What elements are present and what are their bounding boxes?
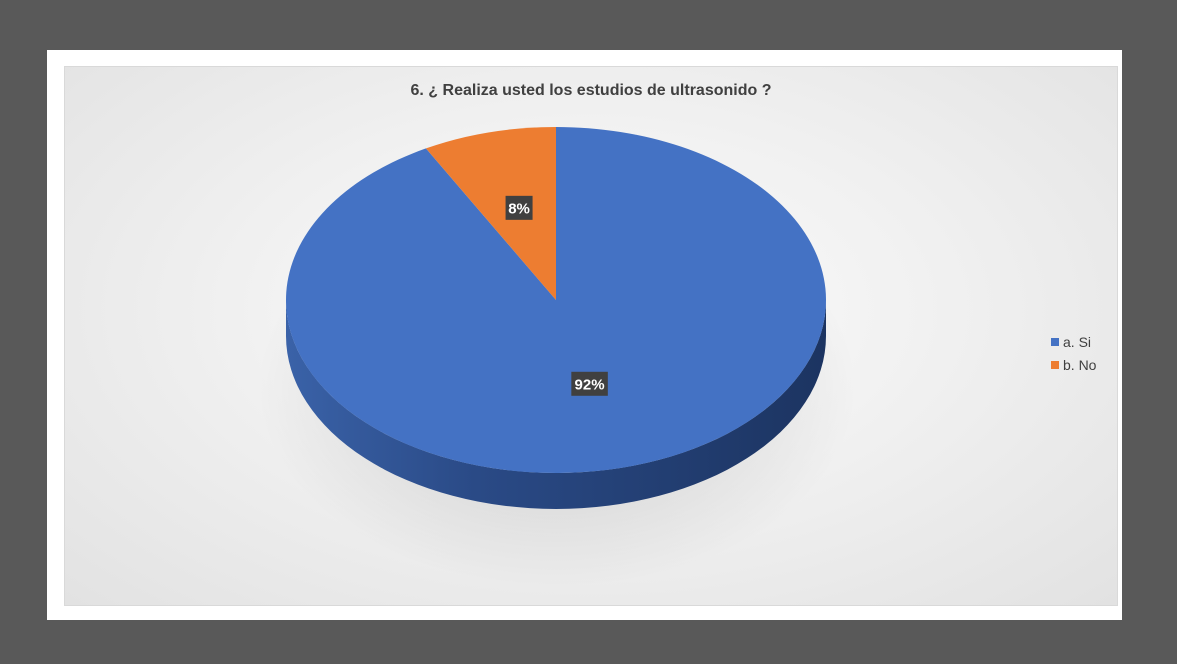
chart-title: 6. ¿ Realiza usted los estudios de ultra… [410,82,772,99]
data-label-text-0: 92% [575,376,605,393]
pie-slice-1 [425,127,556,300]
pie-chart: 92% 8% [257,127,857,587]
legend-label-no: b. No [1063,356,1097,373]
data-label-1: 8% [505,195,533,220]
legend: a. Si b. No [1051,330,1096,376]
legend-swatch-si [1051,337,1059,346]
pie-side-wall [286,300,826,509]
legend-item-no: b. No [1051,353,1096,376]
legend-swatch-no [1051,360,1059,369]
pie-slice-0 [285,127,826,474]
chart-area: 6. ¿ Realiza usted los estudios de ultra… [64,66,1118,606]
data-label-0: 92% [571,371,608,396]
data-label-text-1: 8% [508,200,530,217]
legend-item-si: a. Si [1051,330,1096,353]
legend-label-si: a. Si [1063,333,1092,350]
